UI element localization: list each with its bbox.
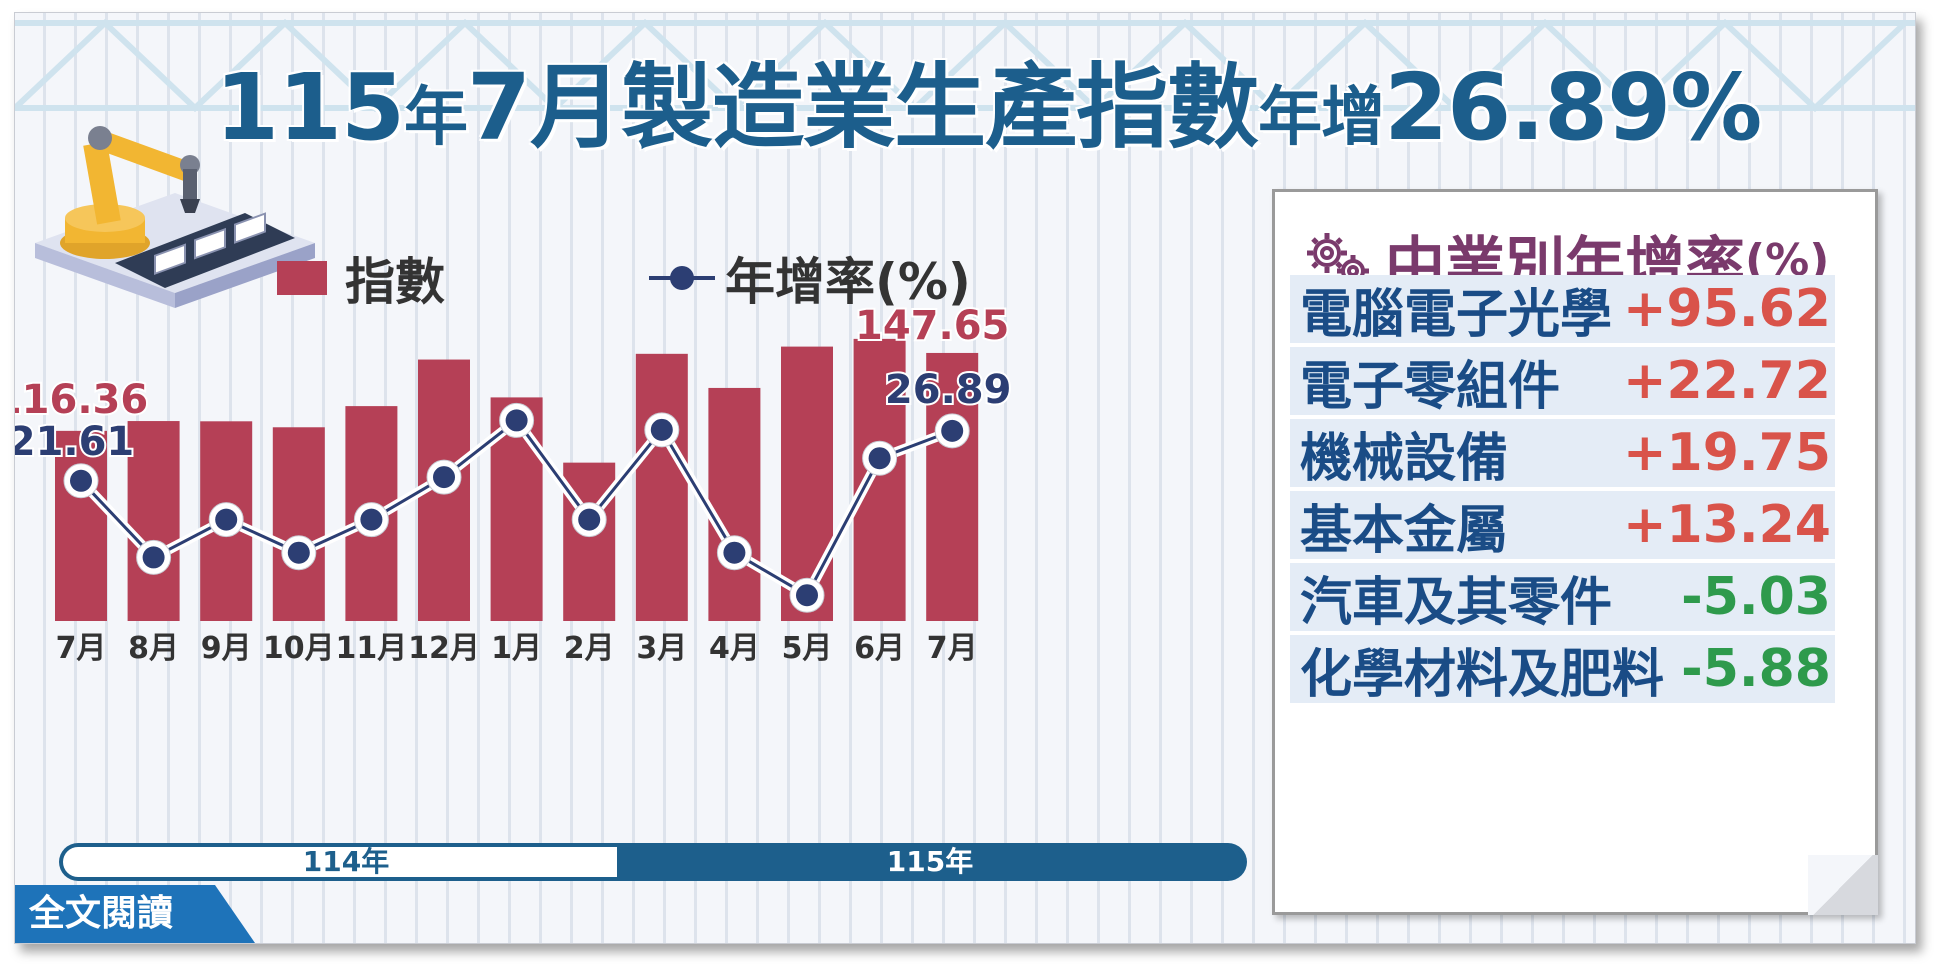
- industry-name: 電子零組件: [1300, 356, 1561, 417]
- line-point: [70, 469, 92, 492]
- line-point: [650, 418, 673, 441]
- x-tick-label: 10月: [263, 631, 335, 666]
- bar-mark: [853, 338, 906, 621]
- legend-bars: 指數: [277, 243, 445, 313]
- x-tick-label: 4月: [709, 631, 760, 666]
- timeline-115: 115年: [617, 843, 1247, 881]
- industry-value: +19.75: [1622, 423, 1831, 483]
- x-tick-label: 7月: [927, 631, 978, 666]
- bar-mark: [635, 353, 688, 621]
- bar-mark: [708, 387, 761, 621]
- industry-row: 機械設備 +19.75: [1290, 419, 1835, 489]
- read-more-button[interactable]: 全文閱讀: [15, 885, 255, 943]
- industry-row: 基本金屬 +13.24: [1290, 491, 1835, 561]
- legend-bars-label: 指數: [345, 253, 445, 311]
- line-point: [142, 546, 165, 569]
- x-tick-label: 3月: [636, 631, 687, 666]
- legend-bar-swatch: [277, 261, 327, 295]
- x-tick-label: 8月: [128, 631, 179, 666]
- industry-value: -5.88: [1681, 639, 1831, 699]
- industry-value: +22.72: [1622, 351, 1831, 411]
- bar-value-label: 147.65: [855, 303, 1009, 349]
- line-point: [941, 419, 964, 442]
- truss-decoration: [15, 18, 1915, 113]
- industry-name: 電腦電子光學: [1300, 284, 1613, 345]
- line-point: [578, 508, 601, 531]
- line-value-label: 26.89: [885, 367, 1012, 413]
- line-point: [796, 584, 818, 607]
- industry-value: -5.03: [1681, 567, 1831, 627]
- legend-line-label: 年增率(%): [725, 253, 971, 311]
- infographic-frame: 115年7月製造業生產指數年增26.89% 指數 年增率(%) 7月 8月 9月 10…: [14, 12, 1916, 944]
- x-tick-label: 9月: [201, 631, 252, 666]
- line-value-label: 21.61: [15, 419, 134, 465]
- industry-value: +95.62: [1622, 279, 1831, 339]
- line-point: [215, 508, 238, 531]
- industry-value: +13.24: [1622, 495, 1831, 555]
- page-title: 115年7月製造業生產指數年增26.89%: [215, 54, 1762, 161]
- industry-row: 汽車及其零件 -5.03: [1290, 563, 1835, 633]
- x-tick-label: 2月: [564, 631, 615, 666]
- x-tick-label: 11月: [336, 631, 408, 666]
- industry-row: 化學材料及肥料 -5.88: [1290, 635, 1835, 705]
- legend-line: 年增率(%): [647, 243, 971, 313]
- industry-row: 電子零組件 +22.72: [1290, 347, 1835, 417]
- industry-growth-panel: 中業別年增率 (%) 電腦電子光學 +95.62 電子零組件 +22.72 機械設…: [1272, 189, 1878, 915]
- x-tick-label: 12月: [408, 631, 480, 666]
- gear-icon: [1307, 233, 1369, 287]
- line-point: [287, 541, 310, 564]
- industry-name: 汽車及其零件: [1300, 572, 1613, 633]
- line-point: [723, 541, 746, 564]
- timeline-114: 114年: [59, 843, 629, 881]
- industry-name: 化學材料及肥料: [1300, 644, 1665, 705]
- bar-mark: [127, 421, 180, 621]
- industry-name: 基本金屬: [1300, 500, 1509, 561]
- legend-line-marker: [649, 266, 715, 290]
- x-tick-label: 6月: [854, 631, 905, 666]
- bar-mark: [55, 430, 107, 621]
- x-tick-label: 7月: [56, 631, 107, 666]
- industry-row: 電腦電子光學 +95.62: [1290, 275, 1835, 345]
- line-point: [433, 466, 455, 489]
- line-point: [868, 447, 891, 470]
- line-point: [360, 508, 383, 531]
- bar-mark: [781, 346, 833, 621]
- robot-arm-icon: [35, 126, 315, 308]
- bar-mark: [926, 352, 979, 621]
- bar-value-label: 116.36: [15, 377, 148, 423]
- line-point: [505, 409, 528, 432]
- bar-mark: [272, 427, 325, 621]
- industry-name: 機械設備: [1300, 428, 1509, 489]
- x-tick-label: 1月: [491, 631, 542, 666]
- x-tick-label: 5月: [782, 631, 833, 666]
- page-curl-decoration: [1808, 855, 1878, 915]
